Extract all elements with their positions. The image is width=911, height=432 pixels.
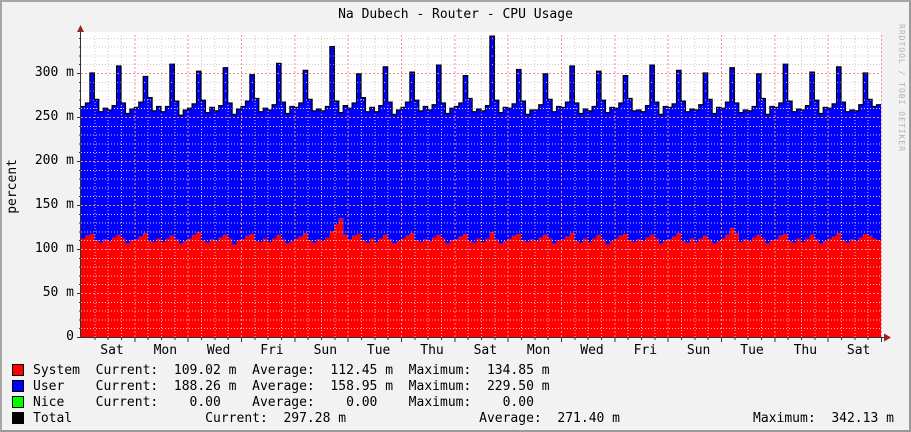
y-tick-label: 150 m <box>34 197 74 212</box>
x-tick-label: Fri <box>633 343 658 358</box>
y-tick-label: 100 m <box>34 241 74 256</box>
y-tick-label: 0 <box>66 329 74 344</box>
legend-row-user: User Current: 188.26 m Average: 158.95 m… <box>12 378 550 394</box>
x-tick-label: Sun <box>313 343 338 358</box>
x-tick-label: Sun <box>686 343 711 358</box>
legend-swatch-system <box>12 364 24 376</box>
x-tick-label: Mon <box>526 343 551 358</box>
rrdtool-watermark: RRDTOOL / TOBI OETIKER <box>897 24 906 152</box>
legend-row-nice: Nice Current: 0.00 Average: 0.00 Maximum… <box>12 394 534 410</box>
x-tick-label: Mon <box>153 343 178 358</box>
legend-swatch-total <box>12 412 24 424</box>
legend-text: Total Current: 297.28 m Average: 271.40 … <box>33 410 894 426</box>
legend-text: User Current: 188.26 m Average: 158.95 m… <box>33 378 550 394</box>
y-axis-arrow <box>77 25 84 32</box>
y-tick-label: 50 m <box>42 285 74 300</box>
y-tick-label: 300 m <box>34 65 74 80</box>
y-tick-label: 250 m <box>34 109 74 124</box>
legend-row-total: Total Current: 297.28 m Average: 271.40 … <box>12 410 894 426</box>
x-tick-label: Tue <box>740 343 764 358</box>
legend-swatch-user <box>12 380 24 392</box>
x-tick-label: Wed <box>580 343 604 358</box>
x-tick-label: Sat <box>473 343 498 358</box>
x-axis-arrow <box>884 333 891 342</box>
x-tick-label: Tue <box>366 343 391 358</box>
x-tick-label: Sat <box>846 343 871 358</box>
legend-text: Nice Current: 0.00 Average: 0.00 Maximum… <box>33 394 534 410</box>
legend-row-system: System Current: 109.02 m Average: 112.45… <box>12 362 550 378</box>
x-tick-label: Sat <box>100 343 124 358</box>
graph-title: Na Dubech - Router - CPU Usage <box>338 7 573 22</box>
x-tick-label: Wed <box>206 343 231 358</box>
y-tick-label: 200 m <box>34 153 74 168</box>
total-line <box>81 35 881 116</box>
legend-text: System Current: 109.02 m Average: 112.45… <box>33 362 550 378</box>
x-tick-label: Thu <box>793 343 818 358</box>
x-tick-label: Fri <box>260 343 284 358</box>
x-tick-label: Thu <box>420 343 444 358</box>
system-area <box>81 218 881 337</box>
legend-swatch-nice <box>12 396 24 408</box>
